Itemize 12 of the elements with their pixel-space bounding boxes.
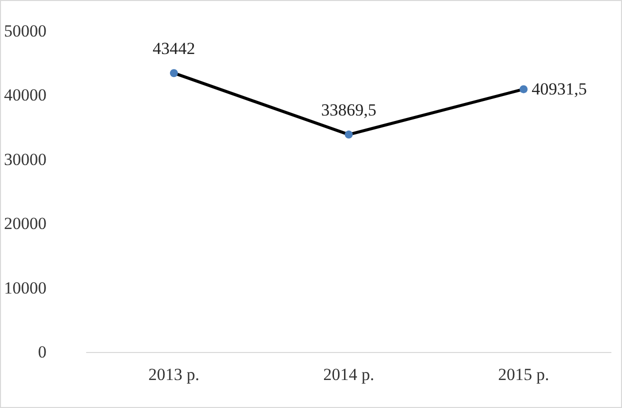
y-tick-label: 20000 (4, 214, 46, 234)
x-tick-label: 2014 р. (323, 365, 374, 384)
y-tick-label: 0 (38, 342, 46, 362)
x-tick-label: 2013 р. (148, 365, 200, 384)
data-label: 33869,5 (321, 100, 376, 120)
x-tick-label: 2015 р. (498, 365, 550, 384)
data-label: 43442 (152, 39, 196, 58)
y-tick-label: 10000 (4, 278, 46, 298)
y-tick-label: 30000 (4, 150, 46, 169)
y-tick-label: 50000 (4, 22, 46, 40)
data-label: 40931,5 (532, 80, 587, 99)
y-tick-label: 40000 (4, 86, 46, 105)
